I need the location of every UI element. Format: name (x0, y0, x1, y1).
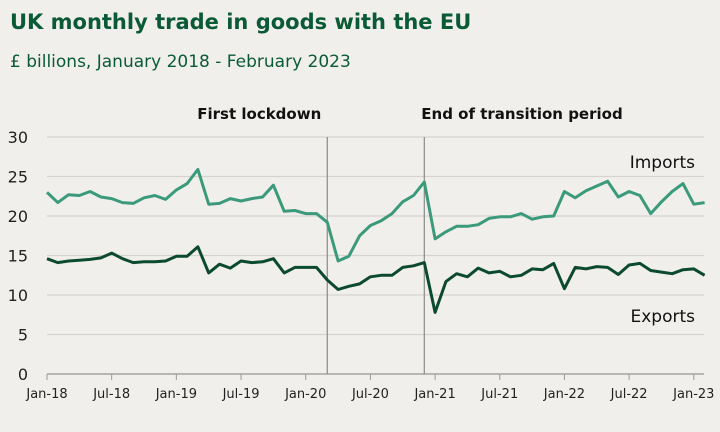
series-line-imports (45, 167, 705, 263)
y-tick-label: 30 (8, 128, 28, 147)
x-tick-label: Jan-21 (413, 387, 455, 402)
y-tick-label: 15 (8, 247, 28, 266)
x-tick-label: Jan-19 (155, 387, 197, 402)
y-tick-label: 5 (18, 326, 28, 345)
annotation-label: End of transition period (421, 105, 622, 123)
x-tick-label: Jul-20 (351, 387, 389, 402)
chart-subtitle: £ billions, January 2018 - February 2023 (10, 52, 351, 72)
annotation-label: First lockdown (197, 105, 321, 123)
y-tick-label: 10 (8, 286, 28, 305)
x-tick-label: Jan-18 (25, 387, 67, 402)
series-line-exports (46, 245, 706, 314)
x-tick-label: Jan-22 (543, 387, 585, 402)
series-label: Exports (630, 307, 695, 327)
x-tick-label: Jul-21 (480, 387, 518, 402)
x-tick-label: Jan-20 (284, 387, 326, 402)
x-tick-label: Jul-22 (610, 387, 648, 402)
x-tick-label: Jul-19 (222, 387, 260, 402)
x-tick-label: Jul-18 (92, 387, 130, 402)
series-label: Imports (630, 153, 695, 173)
chart-title: UK monthly trade in goods with the EU (10, 10, 472, 34)
x-tick-label: Jan-23 (672, 387, 714, 402)
y-tick-label: 25 (8, 168, 28, 187)
y-tick-label: 0 (18, 365, 28, 384)
y-tick-label: 20 (8, 207, 28, 226)
